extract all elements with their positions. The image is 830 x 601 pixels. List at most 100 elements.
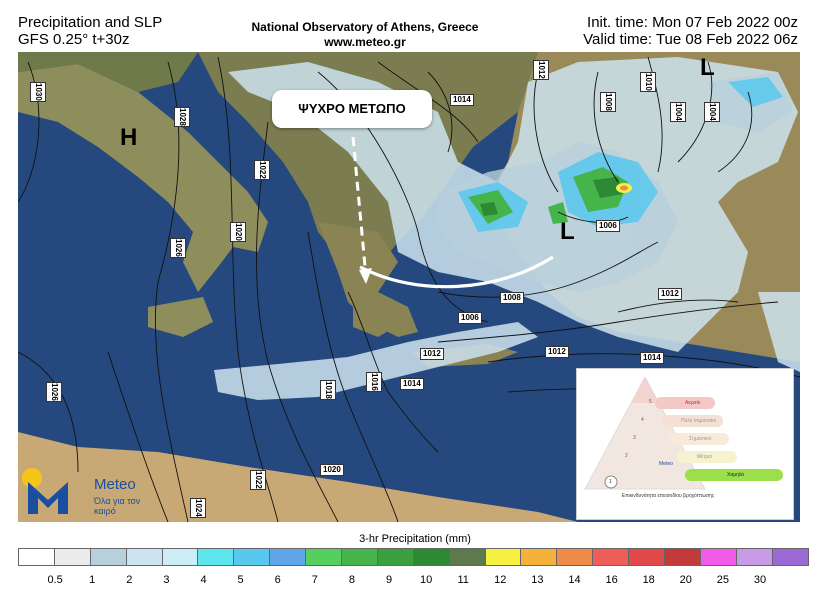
isobar-label: 1012 (658, 288, 682, 300)
legend-swatch (664, 548, 701, 566)
product-info: Precipitation and SLP GFS 0.25° t+30z (18, 14, 162, 48)
legend-tick-label: 16 (605, 574, 618, 586)
isobar-label: 1006 (458, 312, 482, 324)
legend-swatch (125, 548, 163, 566)
low-pressure-marker-north: L (700, 54, 715, 81)
header: Precipitation and SLP GFS 0.25° t+30z Na… (0, 0, 830, 52)
isobar-label: 1014 (400, 378, 424, 390)
legend-swatch (628, 548, 666, 566)
risk-level: 4 (641, 417, 644, 423)
isobar-label: 1026 (170, 238, 186, 258)
legend-swatch (233, 548, 271, 566)
legend-tick-label: 3 (163, 574, 170, 586)
map-canvas (18, 52, 800, 522)
isobar-label: 1020 (230, 222, 246, 242)
risk-pyramid-inset: 5 4 3 2 1 Ακραίο Πολύ σημαντικό Σημαντικ… (576, 368, 794, 520)
precip-max-core (620, 185, 628, 191)
risk-level: 1 (609, 479, 612, 485)
legend-swatch (161, 548, 199, 566)
meteo-logo-name: Meteo (94, 476, 136, 493)
isobar-label: 1028 (174, 107, 190, 127)
alps-region (18, 52, 198, 92)
model-line: GFS 0.25° t+30z (18, 31, 130, 48)
meteo-logo-slogan: Όλα για τον καιρό (94, 496, 141, 516)
legend-swatch (484, 548, 522, 566)
isobar-label: 1008 (500, 292, 524, 304)
isobar-label: 1024 (190, 498, 206, 518)
risk-label: Χαμηλό (727, 472, 745, 478)
peloponnese (353, 302, 403, 337)
front-arrow-line (351, 136, 368, 278)
cold-front-line (359, 255, 554, 289)
legend-swatch (197, 548, 235, 566)
isobar-label: 1018 (320, 380, 336, 400)
isobar-label: 1014 (640, 352, 664, 364)
inset-caption: Επικινδυνότητα επεισοδίου βροχόπτωσης (621, 493, 715, 499)
source-info: National Observatory of Athens, Greece w… (200, 20, 530, 50)
greece-mainland (318, 222, 418, 337)
risk-level: 2 (625, 453, 628, 459)
legend-swatch (341, 548, 378, 566)
low-pressure-marker: L (560, 218, 575, 245)
valid-time: Valid time: Tue 08 Feb 2022 06z (583, 31, 798, 48)
legend-tick-label: 18 (642, 574, 655, 586)
risk-level: 5 (649, 399, 652, 405)
legend-swatch (520, 548, 558, 566)
legend-tick-label: 10 (419, 574, 433, 586)
legend-swatch (53, 548, 91, 566)
product-title: Precipitation and SLP (18, 14, 163, 31)
meteo-logo-mark (22, 468, 68, 514)
legend-swatch (771, 548, 809, 566)
website: www.meteo.gr (324, 35, 406, 49)
weather-map: 1030 1028 1026 1026 1024 1022 1022 1020 … (18, 52, 800, 522)
time-info: Init. time: Mon 07 Feb 2022 00z Valid ti… (583, 14, 798, 48)
legend-tick-label: 2 (126, 574, 133, 586)
legend-tick-label: 30 (753, 574, 767, 586)
legend-tick-label: 25 (716, 574, 730, 586)
legend-tick-label: 13 (531, 574, 544, 586)
risk-label: Μέτριο (697, 454, 713, 460)
italy (18, 64, 268, 292)
africa (18, 432, 578, 522)
precip-dark-green (480, 177, 623, 216)
legend-title: 3-hr Precipitation (mm) (359, 533, 471, 545)
legend-tick-label: 9 (385, 574, 393, 586)
legend-swatch (448, 548, 486, 566)
isobar-label: 1026 (46, 382, 62, 402)
sicily (148, 297, 213, 337)
legend-swatch (18, 548, 55, 566)
risk-label: Ακραίο (685, 400, 701, 406)
legend-tick-label: 4 (200, 574, 207, 586)
legend-swatch (412, 548, 450, 566)
front-arrow-head (359, 268, 372, 284)
risk-label: Σημαντικό (689, 436, 712, 442)
legend-tick-label: 20 (679, 574, 692, 586)
legend-tick-label: 7 (311, 574, 318, 586)
legend-swatch (735, 548, 773, 566)
isobar-label: 1022 (250, 470, 266, 490)
legend-tick-label: 6 (274, 574, 281, 586)
legend-tick-label: 12 (494, 574, 507, 586)
legend-tick-label: 0.5 (47, 574, 63, 586)
isobar-label: 1006 (596, 220, 620, 232)
isobar-label: 1012 (420, 348, 444, 360)
legend-swatch (305, 548, 343, 566)
legend-tick-label: 5 (237, 574, 244, 586)
risk-label: Πολύ σημαντικό (681, 418, 717, 424)
legend-swatch (376, 548, 414, 566)
legend-tick-label: 8 (348, 574, 355, 586)
isobar-label: 1020 (320, 464, 344, 476)
isobar-label: 1004 (704, 102, 720, 122)
legend-swatch (592, 548, 630, 566)
cold-front-label: ΨΥΧΡΟ ΜΕΤΩΠΟ (272, 90, 432, 128)
legend-tick-label: 1 (89, 574, 96, 586)
risk-level: 3 (633, 435, 636, 441)
inset-brand: Meteo (659, 461, 673, 467)
isobar-label: 1016 (366, 372, 382, 392)
isobar-label: 1010 (640, 72, 656, 92)
isobar-label: 1012 (533, 60, 549, 80)
observatory-name: National Observatory of Athens, Greece (251, 20, 479, 34)
isobar-label: 1008 (600, 92, 616, 112)
isobar-label: 1014 (450, 94, 474, 106)
isobar-label: 1012 (545, 346, 569, 358)
